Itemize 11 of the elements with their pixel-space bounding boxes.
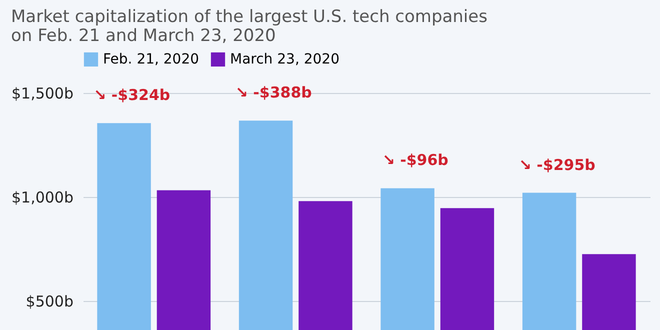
annotation: ↘ -$324b — [94, 86, 170, 104]
text: Market capitalization of the largest U.S. tech companies — [10, 7, 488, 27]
text: on Feb. 21 and March 23, 2020 — [10, 26, 276, 46]
annotation: ↘ -$295b — [518, 156, 596, 174]
y-tick-label: $1,500b — [11, 84, 74, 102]
legend-label: Feb. 21, 2020 — [103, 51, 200, 68]
y-tick-label: $1,000b — [11, 188, 74, 206]
legend-label: March 23, 2020 — [230, 51, 340, 68]
annotation: ↘ -$96b — [382, 151, 449, 170]
annotation: ↘ -$388b — [235, 84, 312, 102]
y-tick-label: $500b — [26, 292, 74, 310]
